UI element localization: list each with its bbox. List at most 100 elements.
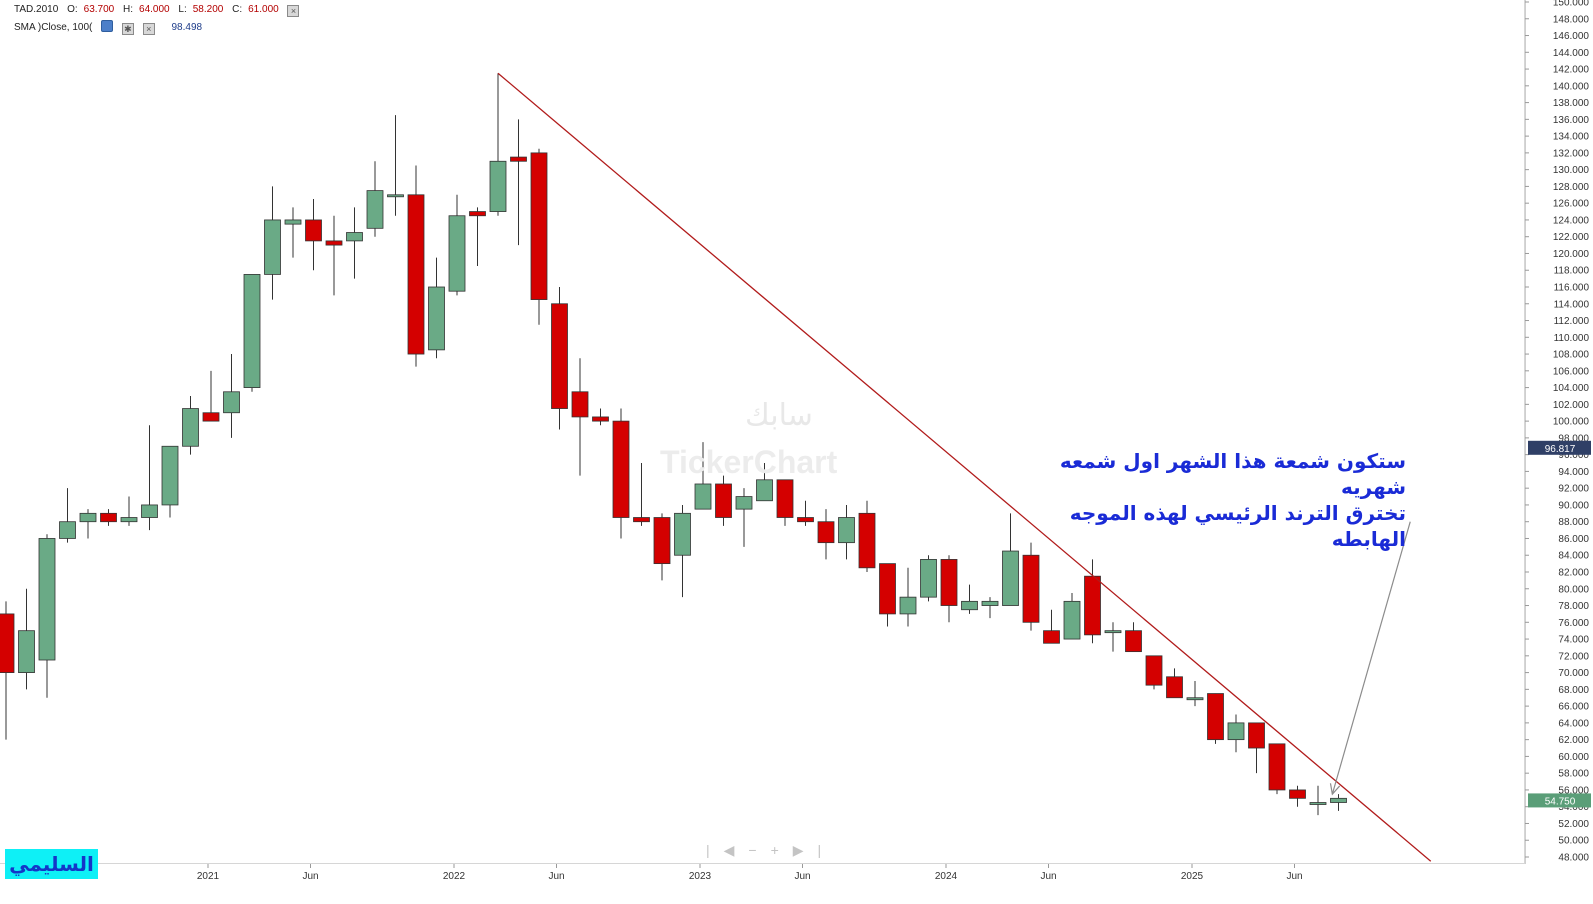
candle-body	[530, 152, 548, 300]
candle	[858, 500, 876, 572]
candle-body	[1022, 554, 1040, 623]
candle-body	[1145, 655, 1163, 686]
candle-body	[838, 517, 855, 544]
candle	[694, 442, 712, 510]
legend-close-icon[interactable]: ×	[287, 5, 300, 17]
price-tick-label: 78.000	[1558, 601, 1589, 612]
legend-high: 64.000	[139, 4, 170, 15]
candle	[1002, 513, 1019, 606]
candle	[346, 207, 363, 279]
candle	[961, 584, 978, 614]
legend-low-label: L:	[178, 4, 187, 15]
price-tick-label: 52.000	[1558, 819, 1589, 830]
chart-navigation-controls[interactable]: |◀−+▶|	[706, 842, 836, 858]
price-tick-label: 120.000	[1553, 249, 1590, 260]
candle-body	[1330, 797, 1347, 803]
time-tick-label: Jun	[548, 871, 564, 882]
candle	[1248, 722, 1265, 774]
annotation-line-2: تخترق الترند الرئيسي لهذه الموجه الهابطه	[1069, 501, 1406, 551]
price-axis[interactable]: 150.000 148.000 146.000 144.000 142.000 140.0…	[1525, 0, 1593, 864]
price-tick-label: 94.000	[1558, 467, 1589, 478]
candle	[1309, 785, 1327, 816]
time-tick-label: 2024	[935, 871, 958, 882]
time-tick-label: 2025	[1181, 871, 1204, 882]
candle	[838, 504, 855, 560]
legend-close: 61.000	[248, 4, 279, 15]
candle-body	[633, 517, 650, 523]
candle	[776, 479, 794, 526]
candle-body	[940, 559, 958, 606]
candle-body	[920, 559, 937, 598]
price-axis-svg: 150.000 148.000 146.000 144.000 142.000 140.0…	[1525, 0, 1591, 864]
candle	[366, 161, 384, 237]
legend-sma-label: SMA )Close, 100(	[14, 22, 93, 33]
time-tick-label: 2022	[443, 871, 466, 882]
candle-body	[653, 517, 671, 565]
candle	[284, 207, 302, 258]
candle	[489, 73, 507, 216]
price-tick-label: 68.000	[1558, 685, 1589, 696]
candle	[756, 463, 773, 502]
price-tick-label: 56.000	[1558, 785, 1589, 796]
price-tick-label: 100.000	[1553, 417, 1590, 428]
candle-body	[469, 211, 486, 217]
candle	[59, 488, 76, 543]
price-tick-label: 138.000	[1553, 98, 1590, 109]
candle	[510, 119, 527, 246]
candle-body	[674, 512, 691, 556]
candlestick-chart[interactable]	[0, 0, 1525, 864]
candle-body	[694, 483, 712, 510]
candle	[182, 395, 199, 455]
candle-body	[776, 479, 794, 518]
price-tick-label: 62.000	[1558, 735, 1589, 746]
candle-body	[366, 190, 384, 229]
candle	[223, 354, 240, 438]
remove-indicator-icon[interactable]: ×	[142, 23, 155, 35]
settings-gear-icon[interactable]: ✱	[121, 23, 134, 35]
time-tick-label: Jun	[302, 871, 318, 882]
candle-body	[981, 600, 999, 606]
candle	[325, 215, 343, 296]
candle	[530, 148, 548, 325]
price-tick-label: 112.000	[1554, 316, 1590, 327]
price-tick-label: 48.000	[1558, 853, 1589, 864]
time-tick-label: 2021	[197, 871, 220, 882]
candle-body	[961, 600, 978, 611]
price-tick-label: 72.000	[1558, 651, 1589, 662]
candle-body	[1125, 630, 1142, 653]
candle	[1207, 693, 1224, 744]
candle-body	[202, 412, 220, 422]
price-tick-label: 110.000	[1554, 333, 1590, 344]
candle	[305, 198, 322, 271]
price-tick-label: 116.000	[1554, 283, 1590, 294]
candle-body	[858, 512, 876, 569]
legend-open: 63.700	[83, 4, 115, 15]
price-tick-label: 148.000	[1553, 14, 1590, 25]
candle	[1022, 542, 1040, 631]
time-tick-label: Jun	[1040, 871, 1056, 882]
candle-body	[346, 232, 363, 242]
candle	[161, 445, 179, 518]
candle-body	[79, 512, 97, 523]
trendline	[497, 72, 1432, 862]
candle-body	[1207, 693, 1224, 741]
candle-body	[1289, 789, 1306, 799]
price-tick-label: 96.000	[1558, 450, 1589, 461]
price-tick-label: 126.000	[1553, 199, 1590, 210]
price-tick-label: 76.000	[1558, 618, 1589, 629]
visibility-eye-icon[interactable]	[101, 20, 114, 32]
annotation-arrow	[1331, 521, 1411, 795]
price-tick-label: 114.000	[1554, 299, 1590, 310]
price-tick-label: 92.000	[1558, 484, 1589, 495]
candle-body	[1186, 697, 1204, 701]
chart-plot-area[interactable]	[0, 0, 1525, 864]
candle-body	[592, 416, 609, 422]
legend-close-label: C:	[232, 4, 243, 15]
candle	[940, 555, 958, 623]
annotation-line-1: ستكون شمعة هذا الشهر اول شمعه شهريه	[1059, 449, 1406, 499]
time-axis[interactable]: 2021 Jun 2022 Jun 2023 Jun 2024 Jun 2025 Jun	[0, 864, 1525, 899]
candle-body	[0, 613, 15, 673]
candle	[735, 488, 753, 547]
price-tick-label: 134.000	[1553, 132, 1590, 143]
price-tick-label: 144.000	[1553, 48, 1590, 59]
